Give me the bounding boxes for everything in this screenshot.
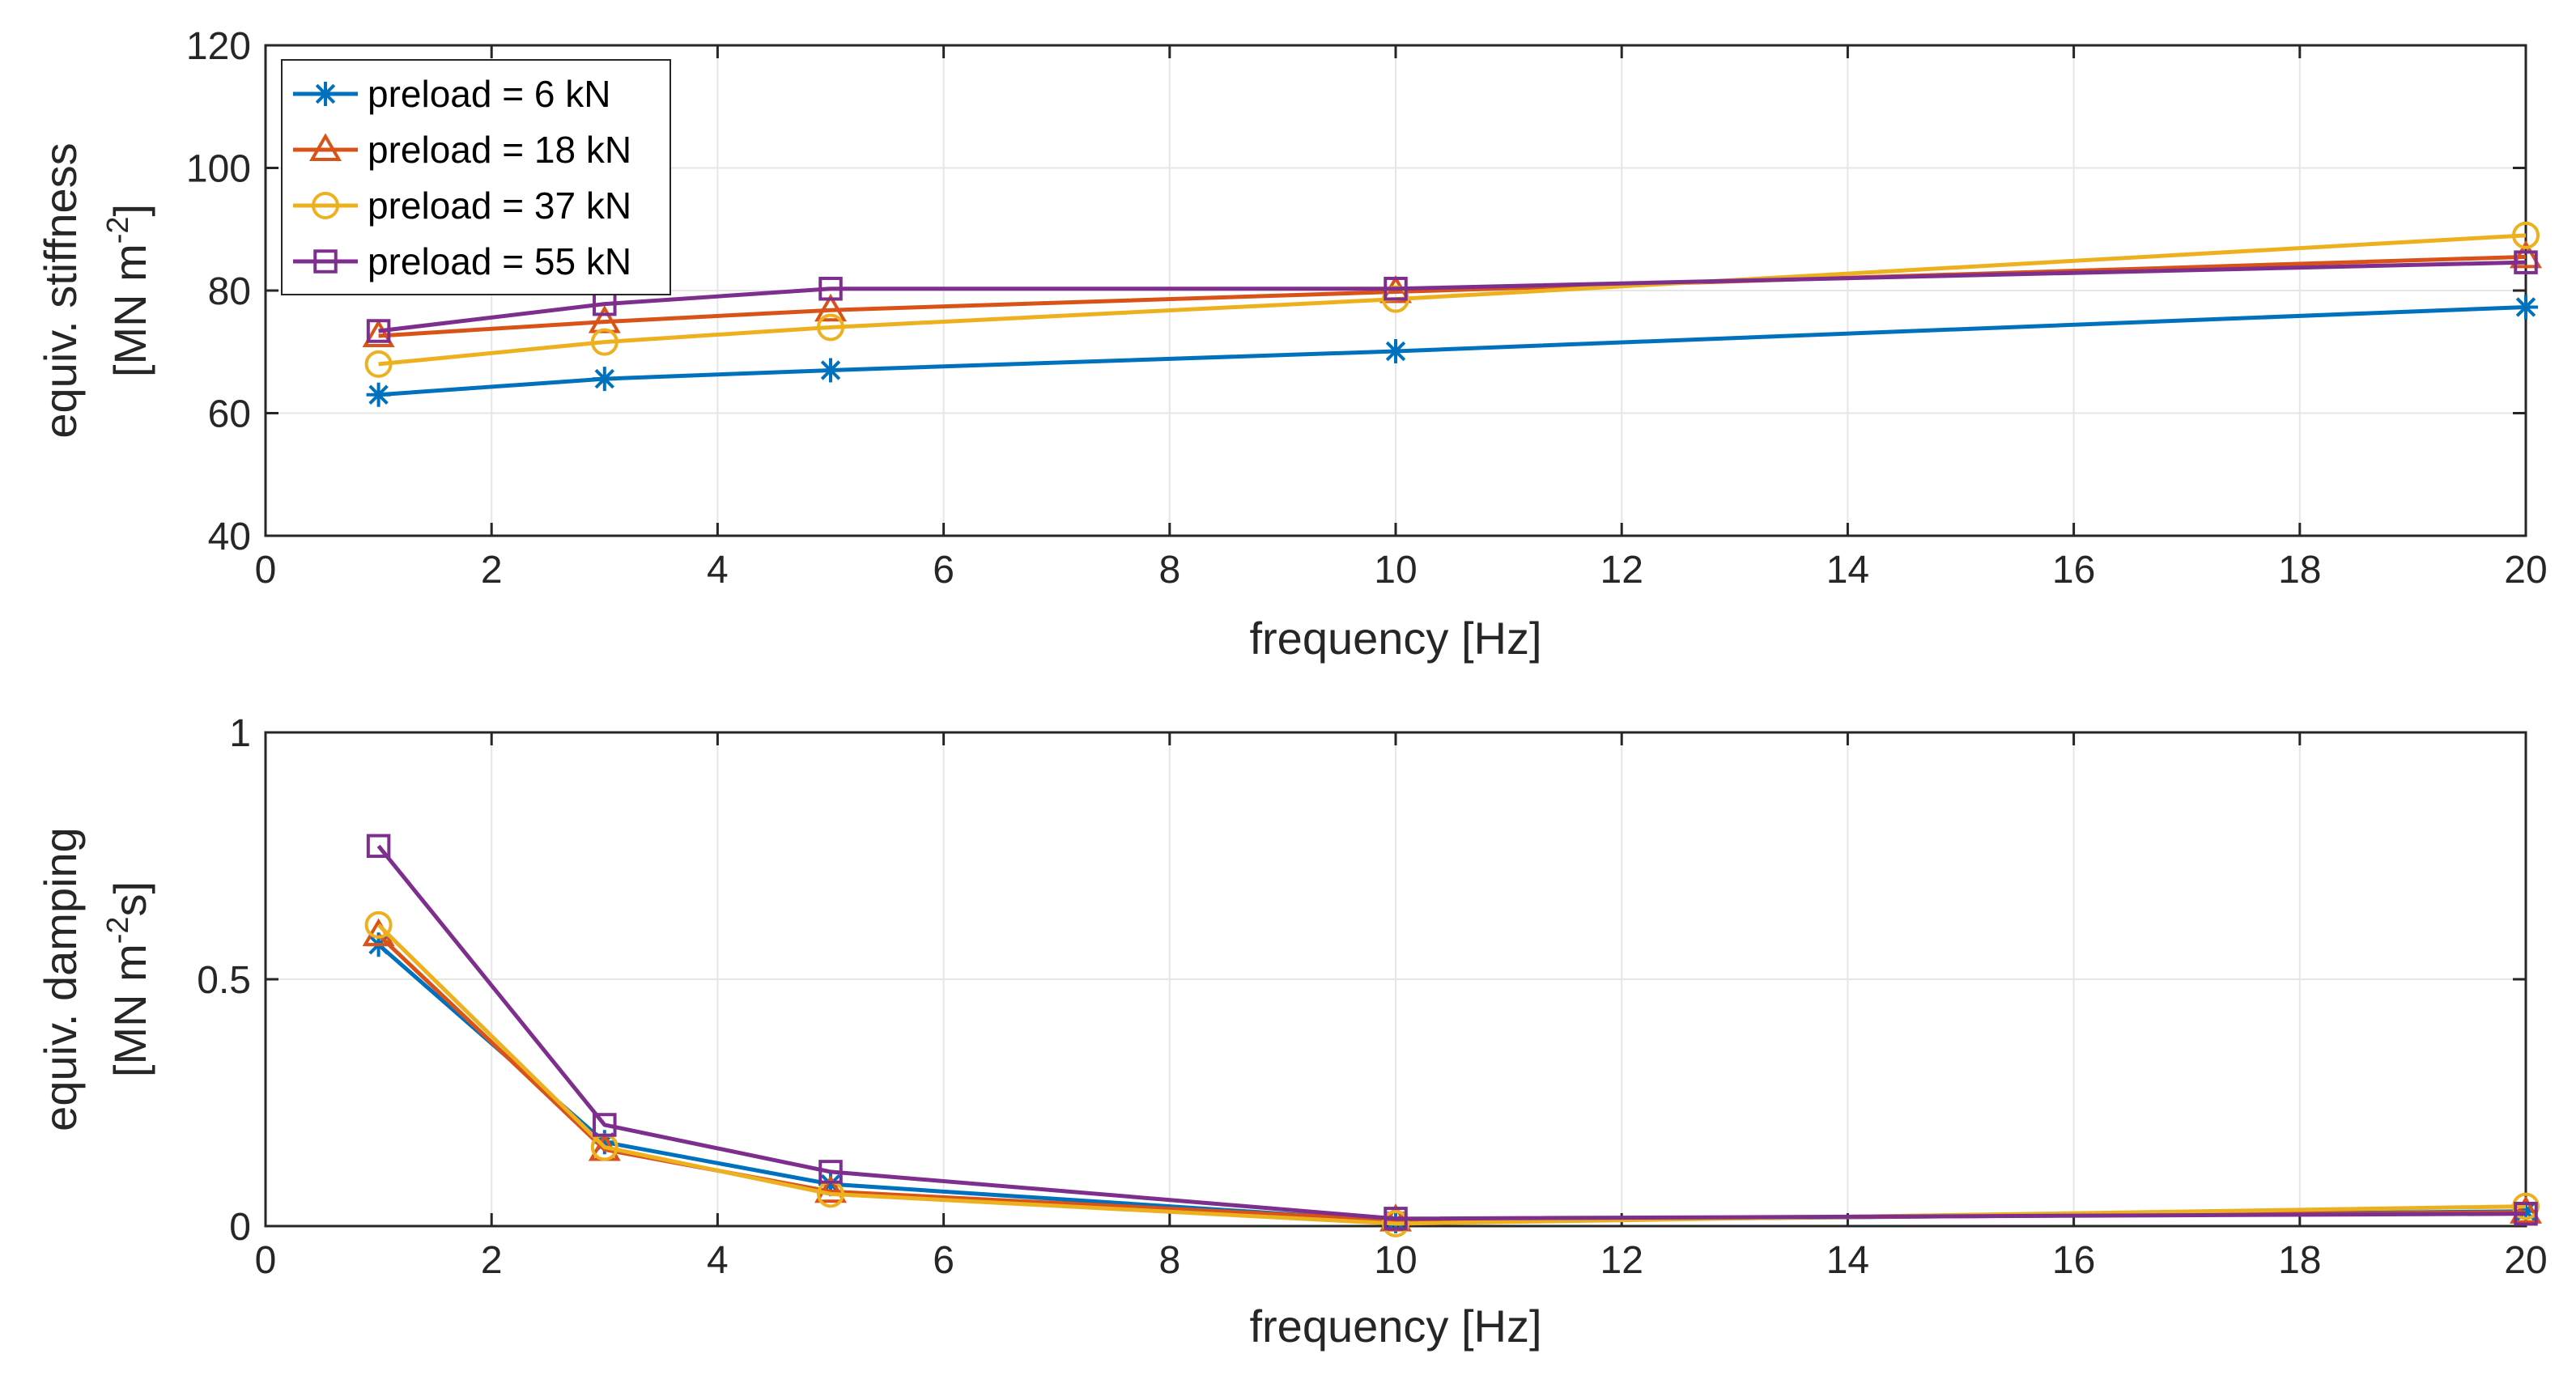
data-point-marker [818,276,843,301]
x-tick-label: 0 [255,549,277,592]
unit-exponent: -2 [101,216,135,244]
data-point-marker [818,358,843,383]
x-tick-label: 8 [1158,549,1180,592]
y-tick-label: 0.5 [197,959,251,1002]
x-tick-label: 14 [1826,1239,1869,1282]
damping-chart: 0 2 4 6 8 10 12 14 16 18 20 0 0.5 1 frequency [Hz] equi… [35,712,2548,1352]
unit-exponent: -2 [101,916,135,944]
y-tick-label: 80 [208,270,251,313]
x-tick-label: 16 [2052,1239,2095,1282]
legend-entry: preload = 6 kN [293,73,610,115]
legend-marker [309,133,342,161]
data-point-marker [2514,295,2538,320]
stiffness-chart: 0 2 4 6 8 10 12 14 16 18 20 40 60 80 100 120 frequency [… [35,25,2548,664]
data-point-marker [818,1172,843,1197]
data-point-marker [366,319,391,343]
series-line [378,260,2527,333]
y-tick-label: 0 [229,1206,251,1249]
data-point-marker [814,293,847,322]
data-point-marker [364,350,393,378]
data-point-marker [593,1113,617,1137]
series-line [376,844,2527,1221]
x-tick-label: 14 [1826,549,1869,592]
x-tick-label: 10 [1374,549,1417,592]
x-tick-label: 12 [1600,549,1643,592]
y-tick-label: 1 [229,712,251,755]
unit-suffix: ] [104,204,155,217]
legend-label: preload = 18 kN [368,129,631,171]
data-point-marker [364,910,393,939]
x-tick-label: 8 [1158,1239,1180,1282]
legend: preload = 6 kN preload = 18 kN preload = 3… [281,59,671,295]
data-point-marker [1384,338,1408,363]
y-axis-label: equiv. stiffness [35,142,86,438]
legend-label: preload = 6 kN [368,73,610,115]
data-point-marker [592,367,617,392]
legend-marker [313,82,338,106]
x-tick-label: 20 [2504,549,2547,592]
x-tick-label: 16 [2052,549,2095,592]
data-point-marker [362,319,395,348]
data-point-marker [590,328,618,356]
legend-box [281,59,671,295]
x-tick-label: 18 [2278,549,2321,592]
series-preload-55-kn [366,834,2538,1231]
legend-marker [313,249,338,274]
series-preload-6-kn [366,295,2538,407]
data-point-marker [588,305,621,333]
legend-entry: preload = 37 kN [293,185,631,227]
legend-label: preload = 55 kN [368,240,631,282]
data-point-marker [2514,250,2538,274]
x-tick-label: 6 [933,549,954,592]
data-point-marker [1382,1209,1409,1237]
data-point-marker [2512,1192,2540,1220]
unit-prefix: [MN m [104,944,155,1077]
y-tick-label: 100 [186,148,251,191]
series-line [378,233,2527,367]
unit-prefix: [MN m [104,244,155,377]
x-tick-label: 6 [933,1239,954,1282]
x-tick-label: 10 [1374,1239,1417,1282]
y-tick-label: 60 [208,393,251,436]
y-axis-unit-label: [MN m-2s] [101,881,155,1077]
x-tick-label: 20 [2504,1239,2547,1282]
x-tick-label: 2 [481,549,503,592]
data-point-marker [366,382,391,407]
x-axis-label: frequency [Hz] [1249,613,1541,664]
x-tick-label: 2 [481,1239,503,1282]
data-point-marker [366,834,391,859]
x-tick-label: 0 [255,1239,277,1282]
x-tick-label: 12 [1600,1239,1643,1282]
x-tick-label: 4 [707,549,729,592]
legend-entry: preload = 55 kN [293,240,631,282]
data-point-marker [2514,1202,2538,1226]
data-point-marker [814,1174,847,1203]
legend-entry: preload = 18 kN [293,129,631,171]
x-tick-label: 18 [2278,1239,2321,1282]
y-tick-label: 40 [208,516,251,558]
x-axis-label: frequency [Hz] [1249,1301,1541,1352]
legend-label: preload = 37 kN [368,185,631,227]
x-tick-label: 4 [707,1239,729,1282]
unit-suffix: s] [104,881,155,917]
data-point-marker [2510,240,2542,269]
y-tick-label: 120 [186,25,251,68]
y-axis-label: equiv. damping [35,827,86,1131]
data-point-marker [1384,276,1408,301]
data-point-marker [1384,1207,1408,1231]
data-point-marker [818,1160,843,1184]
data-point-marker [2512,221,2540,249]
y-axis-unit-label: [MN m-2] [101,204,155,377]
data-point-marker [592,1130,617,1155]
data-point-marker [2510,1195,2542,1224]
data-point-marker [817,313,844,342]
legend-marker [312,192,339,219]
data-point-marker [2514,1199,2538,1224]
